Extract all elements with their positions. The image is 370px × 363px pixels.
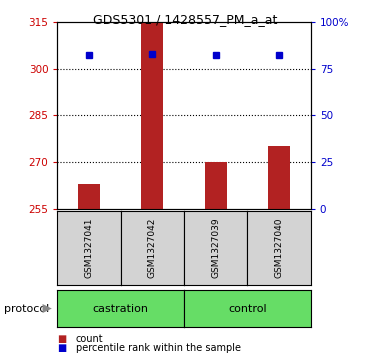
Text: castration: castration [93, 303, 149, 314]
Text: GSM1327041: GSM1327041 [84, 217, 94, 278]
Bar [141, 22, 164, 209]
Bar [205, 162, 227, 209]
Text: GDS5301 / 1428557_PM_a_at: GDS5301 / 1428557_PM_a_at [93, 13, 277, 26]
Text: count: count [76, 334, 104, 344]
Text: GSM1327040: GSM1327040 [275, 217, 284, 278]
Text: protocol: protocol [4, 303, 49, 314]
Text: ■: ■ [57, 334, 67, 344]
Text: percentile rank within the sample: percentile rank within the sample [76, 343, 241, 354]
Text: ■: ■ [57, 343, 67, 354]
Bar [78, 184, 100, 209]
Bar [268, 146, 290, 209]
Text: control: control [228, 303, 267, 314]
Text: GSM1327042: GSM1327042 [148, 217, 157, 278]
Text: GSM1327039: GSM1327039 [211, 217, 220, 278]
